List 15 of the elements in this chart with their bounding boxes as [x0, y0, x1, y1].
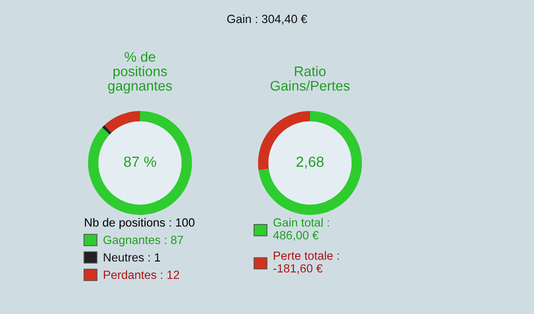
legend-title: Nb de positions : 100 — [84, 218, 194, 230]
chart-title: Ratio Gains/Pertes — [270, 66, 350, 91]
text: 2,68 — [296, 156, 324, 169]
donut-slice — [102, 125, 112, 135]
legend-label: Neutres : 1 — [104, 253, 160, 262]
donut-slice — [88, 111, 192, 215]
legend-label: Gagnantes : 87 — [103, 236, 184, 246]
text: 87 % — [124, 156, 156, 167]
legend-label: Gain total : 486,00 € — [273, 218, 329, 241]
text: Gain : 304,40 € — [227, 14, 308, 25]
chart-title: % de positions gagnantes — [108, 52, 172, 94]
donut-slice — [258, 111, 362, 215]
legend-label: Perte totale : -181,60 € — [273, 251, 339, 274]
legend-label: Perdantes : 12 — [104, 270, 180, 279]
donut-slice — [104, 111, 140, 133]
